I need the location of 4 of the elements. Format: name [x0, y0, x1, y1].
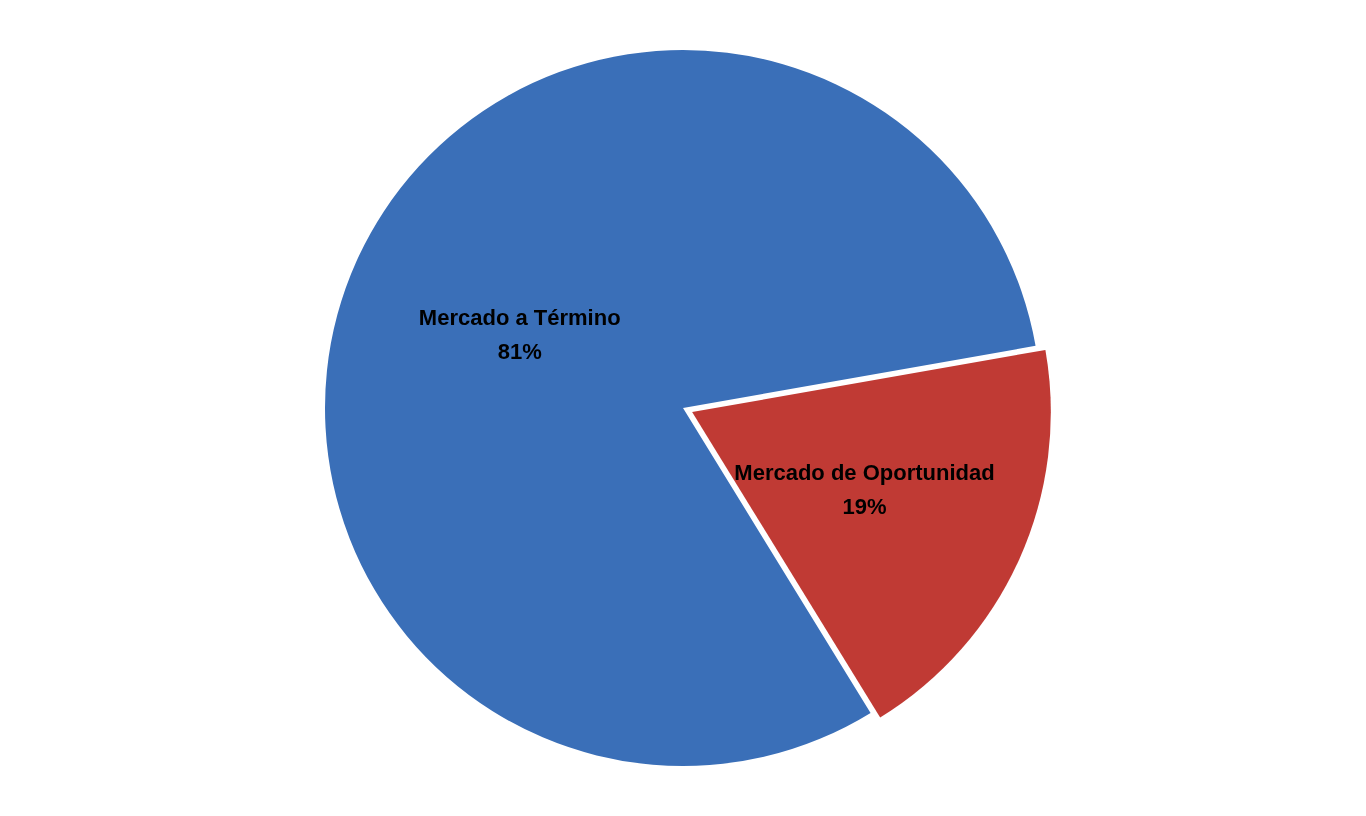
- slice-label: Mercado a Término: [418, 304, 621, 330]
- data-label: 81%: [497, 338, 542, 364]
- data-label: 19%: [842, 493, 887, 519]
- slice-label: Mercado de Oportunidad: [734, 459, 995, 485]
